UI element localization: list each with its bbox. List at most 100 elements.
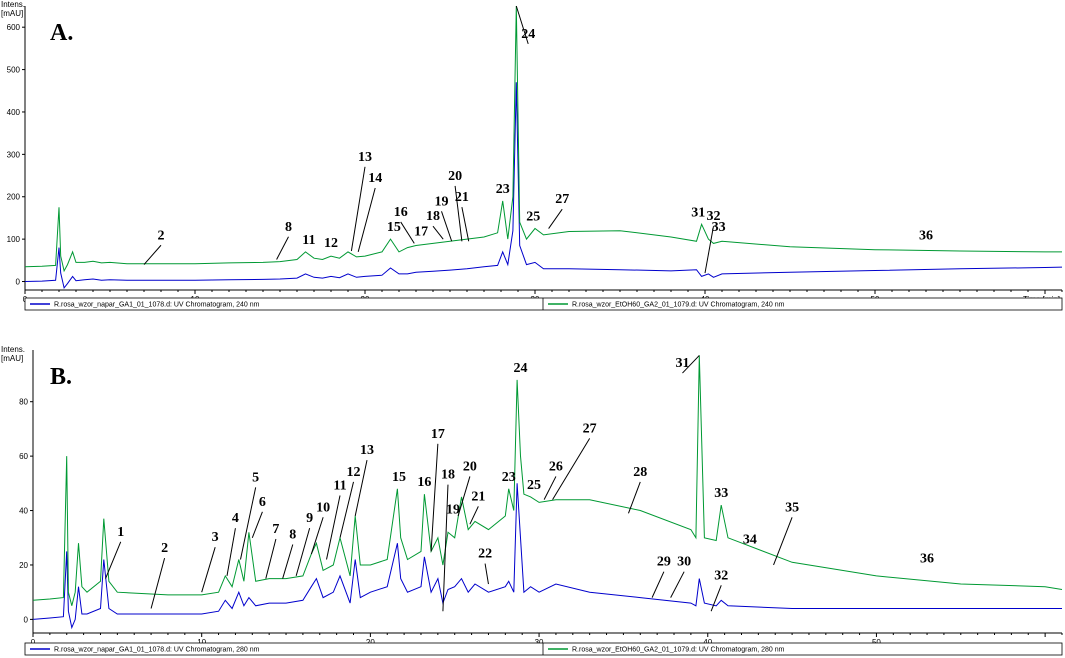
peak-leader-line bbox=[295, 528, 311, 576]
x-tick-label: 10 bbox=[197, 638, 206, 647]
peak-leader-line bbox=[442, 484, 449, 612]
peak-leader-line bbox=[454, 185, 463, 242]
legend-box bbox=[24, 642, 1063, 656]
peak-leader-line bbox=[461, 207, 470, 242]
peak-leader-line bbox=[484, 563, 489, 585]
y-tick-label: 80 bbox=[19, 398, 28, 407]
peak-label: 22 bbox=[478, 547, 492, 562]
peak-leader-line bbox=[469, 506, 479, 525]
peak-label: 10 bbox=[316, 500, 330, 515]
peak-leader-line bbox=[201, 547, 216, 593]
peak-label: 35 bbox=[785, 500, 799, 515]
peak-leader-line bbox=[239, 487, 257, 560]
peak-label: 25 bbox=[526, 210, 540, 225]
peak-leader-line bbox=[651, 571, 665, 598]
y-tick-label: 300 bbox=[7, 150, 21, 159]
y-tick-label: 0 bbox=[16, 278, 21, 287]
panel-letter: B. bbox=[50, 364, 72, 390]
peak-label: 15 bbox=[392, 470, 406, 485]
peak-leader-line bbox=[226, 528, 236, 576]
peak-label: 8 bbox=[285, 220, 292, 235]
panel-letter: A. bbox=[50, 20, 73, 46]
peak-label: 20 bbox=[448, 169, 462, 184]
peak-label: 2 bbox=[158, 228, 165, 243]
peak-label: 36 bbox=[919, 229, 933, 244]
legend-entry: R.rosa_wzor_EtOH60_GA2_01_1079.d: UV Chr… bbox=[572, 302, 785, 309]
peak-label: 14 bbox=[368, 171, 382, 186]
peak-label: 32 bbox=[707, 209, 721, 224]
peak-label: 27 bbox=[555, 192, 569, 207]
peak-leader-line bbox=[326, 495, 341, 560]
peak-label: 12 bbox=[347, 465, 361, 480]
peak-label: 21 bbox=[471, 489, 485, 504]
peak-leader-line bbox=[457, 476, 471, 517]
peak-label: 5 bbox=[252, 470, 259, 485]
peak-leader-line bbox=[276, 236, 289, 260]
peak-label: 17 bbox=[414, 224, 428, 239]
y-axis-label: Intens. bbox=[1, 345, 25, 354]
x-tick-label: 50 bbox=[872, 638, 881, 647]
peak-leader-line bbox=[670, 571, 685, 598]
x-tick-label: 30 bbox=[535, 638, 544, 647]
x-tick-label: 20 bbox=[366, 638, 375, 647]
y-tick-label: 60 bbox=[19, 452, 28, 461]
y-tick-label: 600 bbox=[7, 23, 21, 32]
peak-label: 23 bbox=[496, 182, 510, 197]
peak-label: 7 bbox=[272, 522, 279, 537]
x-tick-label: 0 bbox=[31, 638, 36, 647]
y-tick-label: 200 bbox=[7, 193, 21, 202]
peak-leader-line bbox=[354, 460, 368, 517]
peak-label: 29 bbox=[657, 555, 671, 570]
peak-label: 31 bbox=[691, 205, 705, 220]
peak-label: 33 bbox=[712, 220, 726, 235]
y-axis-unit: [mAU] bbox=[1, 9, 23, 18]
series-line-ethanol bbox=[24, 5, 1062, 273]
peak-leader-line bbox=[143, 244, 162, 265]
y-tick-label: 100 bbox=[7, 235, 21, 244]
peak-leader-line bbox=[628, 481, 641, 514]
peak-label: 18 bbox=[426, 209, 440, 224]
peak-leader-line bbox=[430, 443, 439, 552]
series-line-infusion bbox=[24, 82, 1063, 290]
peak-leader-line bbox=[310, 517, 324, 555]
peak-label: 19 bbox=[435, 194, 449, 209]
y-tick-label: 400 bbox=[7, 108, 21, 117]
legend-entry: R.rosa_wzor_napar_GA1_01_1078.d: UV Chro… bbox=[54, 647, 260, 654]
peak-leader-line bbox=[105, 541, 122, 579]
y-tick-label: 20 bbox=[19, 561, 28, 570]
peak-leader-line bbox=[441, 211, 453, 242]
peak-label: 12 bbox=[324, 236, 338, 251]
peak-label: 15 bbox=[387, 220, 401, 235]
peak-leader-line bbox=[710, 585, 722, 612]
peak-label: 13 bbox=[360, 443, 374, 458]
peak-label: 20 bbox=[463, 459, 477, 474]
peak-label: 34 bbox=[743, 532, 757, 547]
legend-entry: R.rosa_wzor_napar_GA1_01_1078.d: UV Chro… bbox=[54, 302, 260, 309]
peak-leader-line bbox=[251, 511, 263, 538]
peak-label: 8 bbox=[289, 527, 296, 542]
peak-label: 11 bbox=[333, 479, 346, 494]
peak-label: 1 bbox=[117, 525, 124, 540]
peak-leader-line bbox=[548, 208, 563, 229]
peak-label: 16 bbox=[417, 475, 431, 490]
peak-label: 24 bbox=[521, 27, 535, 42]
y-axis-unit: [mAU] bbox=[1, 354, 23, 363]
peak-leader-line bbox=[357, 187, 376, 252]
y-tick-label: 500 bbox=[7, 66, 21, 75]
peak-label: 9 bbox=[306, 511, 313, 526]
peak-label: 3 bbox=[212, 530, 219, 545]
peak-label: 16 bbox=[394, 205, 408, 220]
peak-leader-line bbox=[704, 226, 714, 274]
peak-label: 30 bbox=[677, 555, 691, 570]
legend-entry: R.rosa_wzor_EtOH60_GA2_01_1079.d: UV Chr… bbox=[572, 647, 785, 654]
peak-label: 32 bbox=[714, 568, 728, 583]
peak-leader-line bbox=[432, 225, 444, 240]
peak-leader-line bbox=[400, 221, 415, 244]
y-tick-label: 0 bbox=[24, 615, 29, 624]
peak-leader-line bbox=[339, 481, 354, 538]
peak-label: 36 bbox=[920, 551, 934, 566]
peak-label: 27 bbox=[583, 421, 597, 436]
peak-label: 4 bbox=[232, 511, 239, 526]
peak-label: 2 bbox=[161, 541, 168, 556]
peak-label: 25 bbox=[527, 478, 541, 493]
